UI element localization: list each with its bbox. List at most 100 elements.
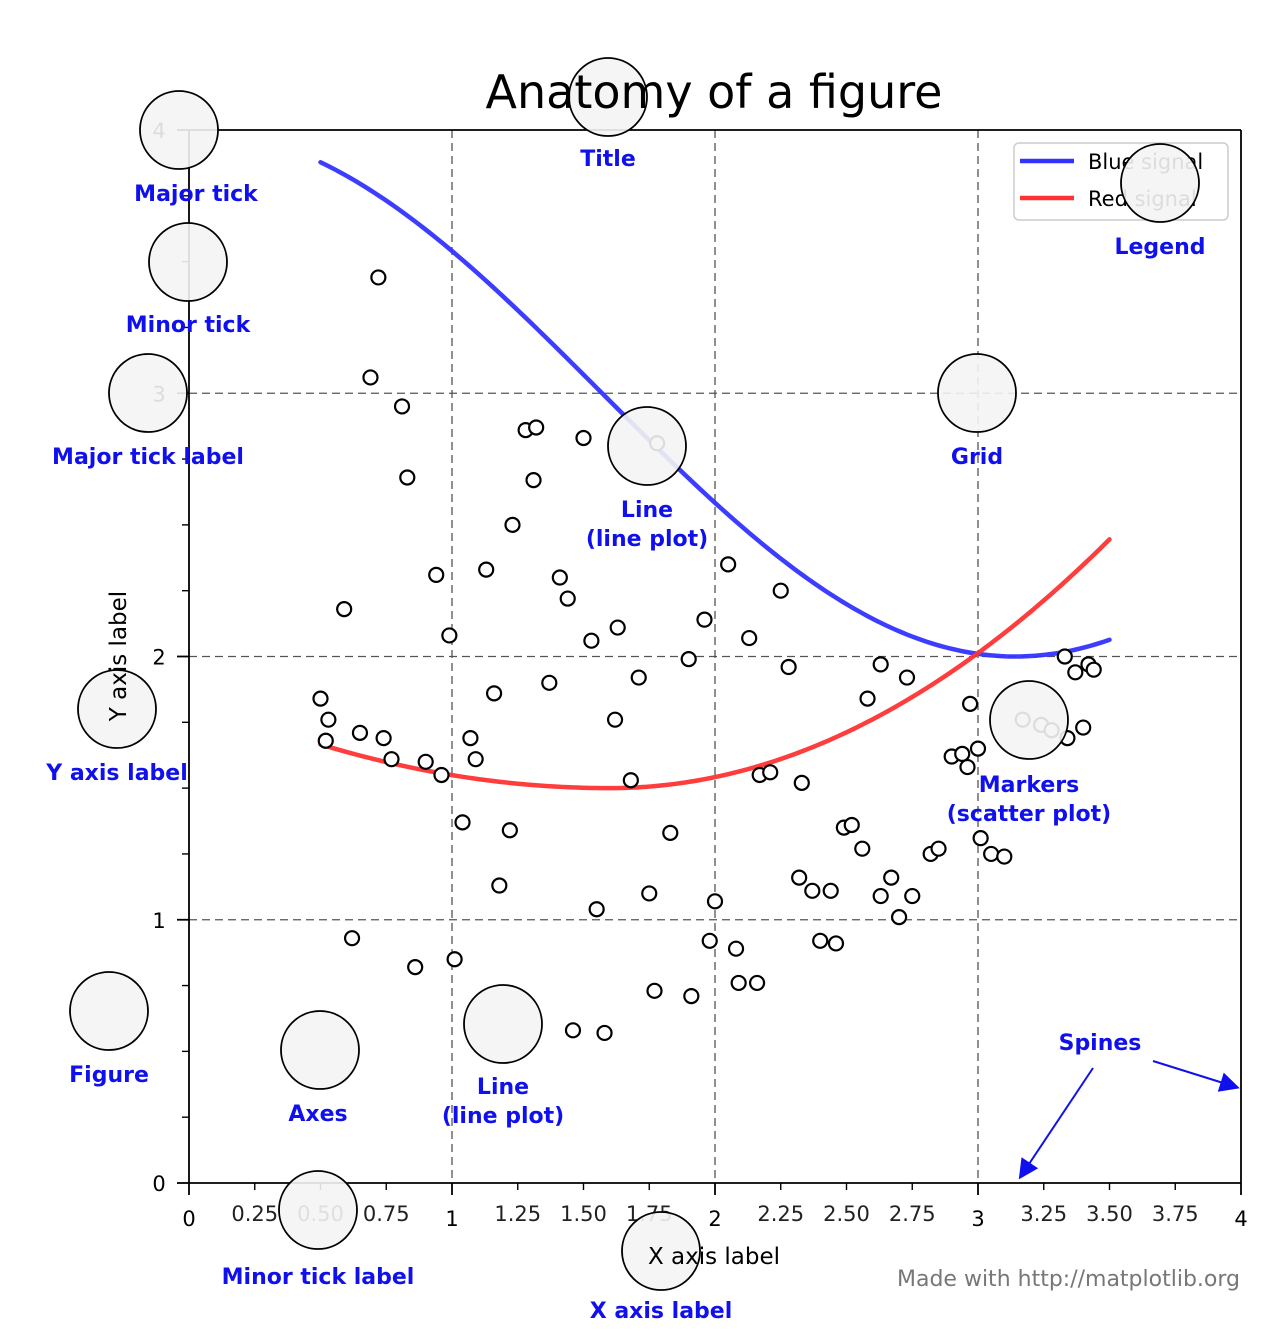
scatter-point: [843, 816, 860, 834]
scatter-point: [317, 732, 334, 749]
x-major-tick-label: 1: [445, 1207, 458, 1231]
scatter-point: [1067, 664, 1084, 681]
scatter-point: [478, 561, 495, 578]
scatter-point: [441, 627, 458, 644]
y-major-tick-label: 0: [152, 1172, 165, 1196]
scatter-point: [646, 982, 663, 999]
scatter-point: [343, 930, 361, 947]
scatter-point: [641, 885, 658, 902]
scatter-point: [428, 566, 445, 583]
x-minor-tick-label: 3.50: [1086, 1202, 1133, 1226]
annotation-circle: [139, 90, 219, 170]
scatter-point: [393, 398, 411, 415]
annotation-label: Figure: [69, 1063, 149, 1088]
scatter-point: [467, 751, 484, 768]
annotation-circle: [937, 353, 1017, 433]
red-signal-line: [318, 537, 1112, 791]
scatter-point: [930, 840, 947, 857]
annotation-label: Minor tick: [126, 313, 252, 338]
scatter-point: [972, 830, 989, 847]
scatter-point: [575, 429, 592, 447]
scatter-point: [407, 959, 424, 976]
scatter-point: [462, 730, 479, 747]
x-minor-tick-label: 1.25: [494, 1202, 541, 1226]
scatter-point: [959, 758, 976, 776]
annotation-label: Legend: [1114, 235, 1205, 260]
x-major-tick-label: 4: [1234, 1207, 1247, 1231]
y-axis-label: Y axis label: [106, 591, 132, 722]
spine-arrow-right: [1152, 1060, 1240, 1092]
scatter-point: [804, 882, 821, 899]
scatter-point: [983, 845, 1000, 863]
scatter-point: [904, 887, 921, 905]
x-minor-tick-label: 0.25: [231, 1202, 278, 1226]
annotation-circle: [280, 1010, 360, 1090]
line-plots: [318, 159, 1112, 791]
spine-arrow-bottom: [1018, 1067, 1094, 1180]
scatter-point: [741, 629, 758, 647]
scatter-point: [551, 569, 568, 586]
scatter-point: [433, 766, 450, 784]
annotation-label: Line (line plot): [442, 1075, 564, 1129]
scatter-point: [596, 1024, 613, 1042]
x-axis-label: X axis label: [648, 1244, 780, 1270]
annotation-circle: [278, 1170, 358, 1250]
annotation-circle: [69, 971, 149, 1051]
scatter-point: [528, 419, 545, 436]
scatter-point: [827, 935, 845, 952]
scatter-point: [1075, 719, 1092, 736]
scatter-point: [748, 974, 766, 992]
scatter-point: [399, 469, 416, 486]
spine-arrows: [1018, 1060, 1240, 1180]
scatter-point: [312, 690, 329, 707]
x-minor-tick-label: 1.50: [560, 1202, 607, 1226]
annotation-label: Axes: [288, 1102, 347, 1127]
scatter-point: [854, 840, 871, 857]
scatter-point: [417, 753, 434, 770]
scatter-point: [662, 824, 679, 841]
scatter-point: [446, 951, 463, 968]
x-minor-tick-label: 3.75: [1152, 1202, 1199, 1226]
scatter-point: [822, 882, 839, 899]
x-minor-tick-label: 3.25: [1020, 1202, 1067, 1226]
scatter-point: [370, 269, 387, 286]
scatter-point: [969, 740, 987, 757]
scatter-point: [606, 711, 624, 728]
scatter-point: [525, 472, 542, 489]
scatter-point: [730, 974, 747, 992]
x-minor-tick-label: 0.75: [363, 1202, 410, 1226]
scatter-point: [362, 369, 379, 386]
scatter-point: [872, 656, 889, 673]
annotation-circle: [989, 680, 1069, 760]
scatter-point: [588, 901, 605, 918]
scatter-point: [683, 987, 700, 1005]
scatter-point: [727, 940, 745, 957]
scatter-point: [859, 690, 876, 707]
scatter-point: [336, 601, 353, 618]
y-major-tick-label: 2: [152, 646, 165, 670]
scatter-point: [762, 764, 779, 781]
scatter-point: [541, 674, 558, 691]
scatter-point: [791, 869, 808, 886]
annotation-label: Y axis label: [45, 761, 188, 786]
credit-text: Made with http://matplotlib.org: [897, 1267, 1240, 1292]
scatter-point: [696, 611, 713, 628]
scatter-point: [504, 516, 521, 533]
x-major-tick-label: 3: [971, 1207, 984, 1231]
scatter-point: [883, 869, 900, 886]
scatter-point: [564, 1022, 582, 1039]
annotation-circle: [463, 984, 543, 1064]
grid: [189, 130, 1241, 1183]
x-minor-tick-label: 2.50: [823, 1202, 870, 1226]
x-minor-tick-label: 2.25: [757, 1202, 804, 1226]
annotation-label: Grid: [951, 445, 1003, 470]
scatter-point: [375, 730, 392, 747]
annotation-label: Spines: [1059, 1031, 1142, 1056]
scatter-point: [454, 814, 471, 831]
scatter-point: [383, 751, 400, 768]
scatter-point: [720, 556, 737, 573]
annotation-circles: [69, 57, 1200, 1291]
annotation-label: Title: [580, 147, 636, 172]
scatter-point: [1085, 661, 1102, 678]
